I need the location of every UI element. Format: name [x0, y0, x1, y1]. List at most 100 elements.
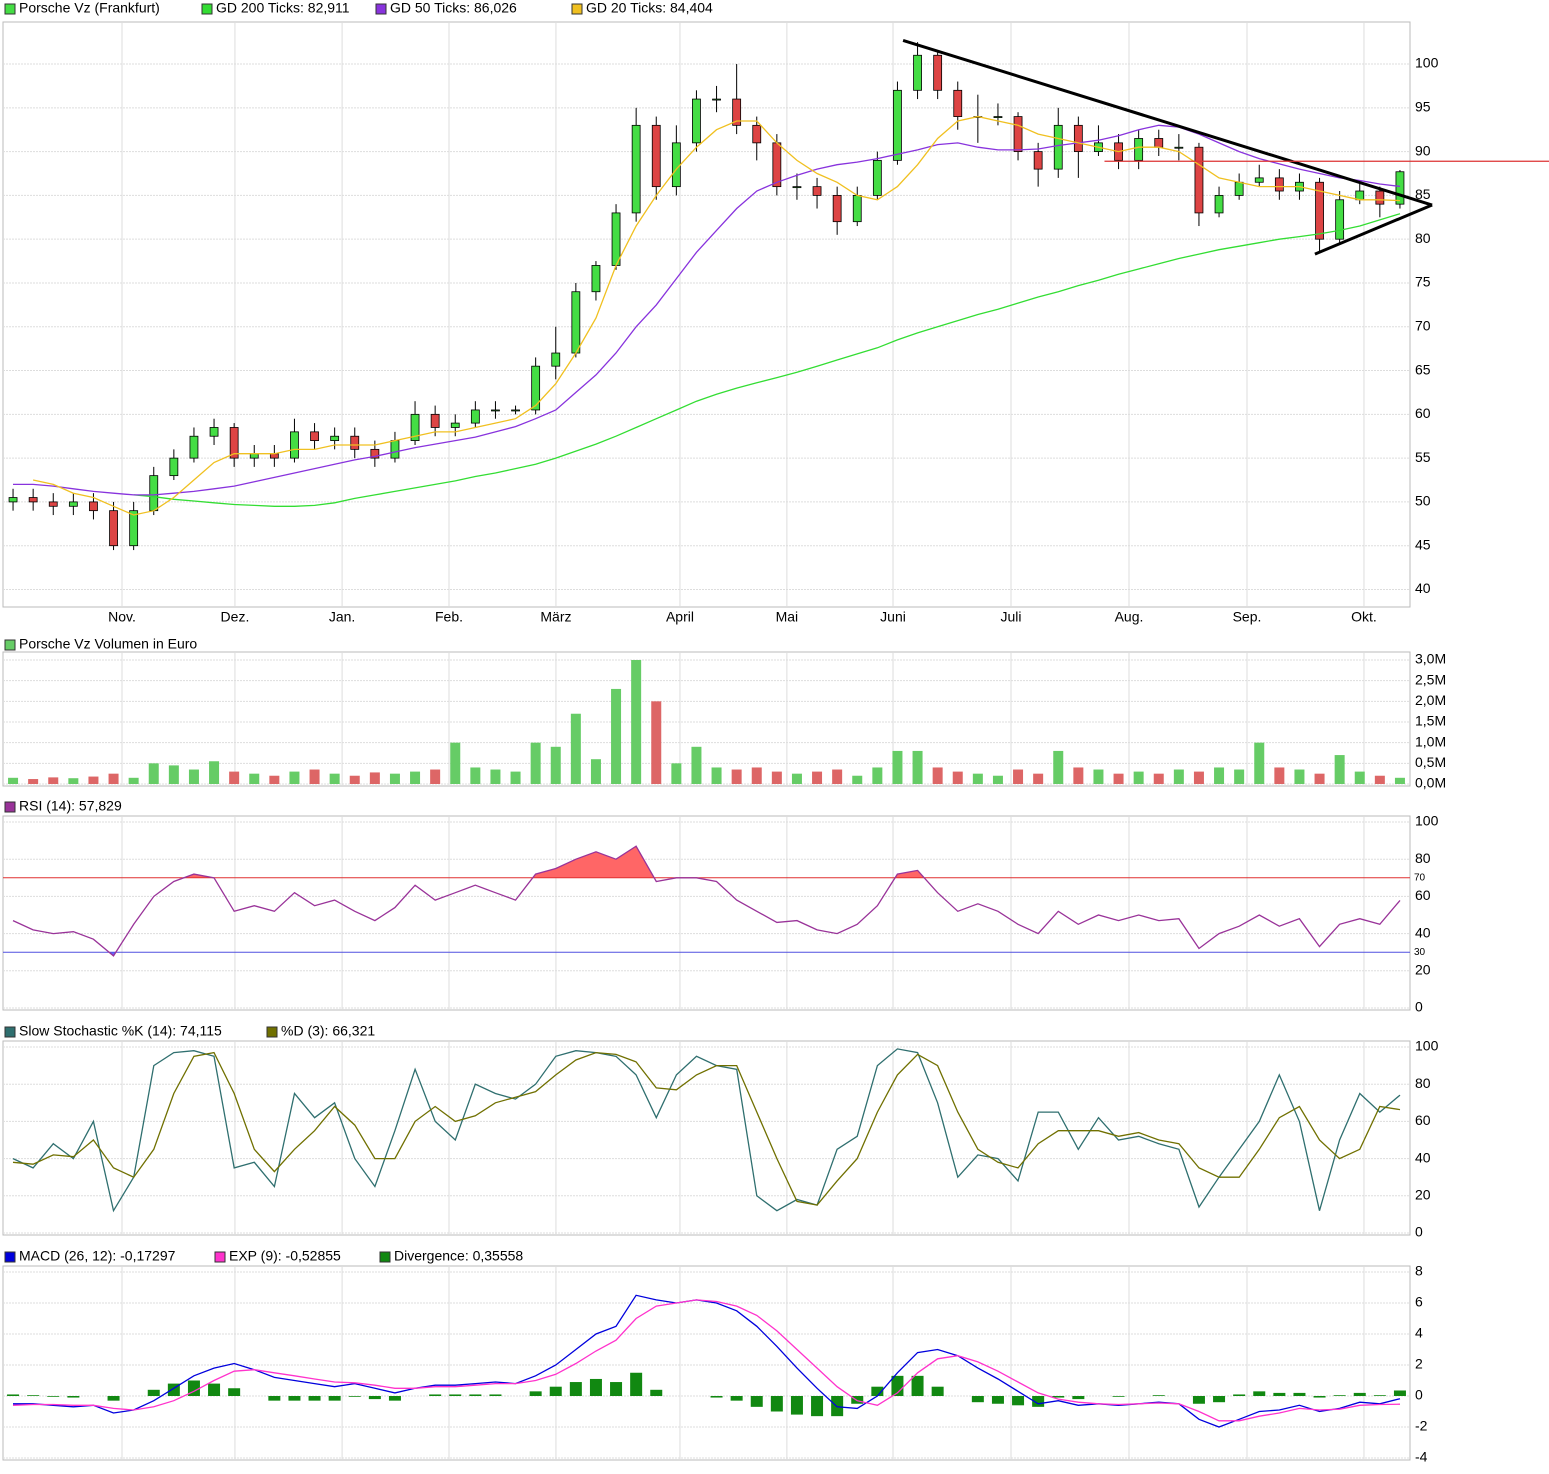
candle-body	[1375, 190, 1385, 205]
bar	[1394, 777, 1405, 784]
bar	[1254, 742, 1265, 784]
y-tick-label: 90	[1415, 142, 1431, 158]
candle-body	[953, 89, 963, 117]
series-line	[13, 124, 1401, 496]
bar	[108, 773, 119, 784]
plot-area	[3, 816, 1410, 1010]
legend-swatch	[4, 3, 16, 15]
y-tick-label: 60	[1415, 1112, 1431, 1128]
bar	[449, 1394, 462, 1396]
legend-swatch	[571, 3, 583, 15]
legend-label: Slow Stochastic %K (14): 74,115	[19, 1023, 222, 1039]
bar	[1113, 773, 1124, 784]
bar	[790, 1396, 803, 1415]
bar	[711, 767, 722, 784]
bar	[128, 777, 139, 784]
y-tick-label: 20	[1415, 1187, 1431, 1203]
bar	[912, 750, 923, 784]
bar	[368, 1396, 381, 1400]
candle-body	[290, 431, 299, 459]
legend-swatch	[4, 1026, 16, 1038]
candle-body	[1254, 177, 1264, 183]
candle-body	[410, 413, 420, 442]
candle-body	[470, 409, 480, 424]
plot-area	[3, 1266, 1410, 1460]
legend-swatch	[379, 1251, 391, 1263]
x-tick-label: Aug.	[1115, 609, 1144, 625]
bar	[7, 1394, 20, 1396]
candle-body	[249, 453, 259, 459]
bar	[791, 773, 802, 784]
candle-body	[712, 98, 721, 101]
bar	[691, 746, 702, 784]
candle-body	[48, 501, 58, 507]
bar	[610, 1382, 623, 1396]
y-tick-label: 65	[1415, 361, 1431, 377]
bar	[1334, 755, 1345, 784]
bar	[228, 1388, 241, 1396]
bar	[329, 773, 340, 784]
y-tick-label: 2,5M	[1415, 671, 1446, 687]
candle-body	[531, 365, 541, 411]
candle-body	[269, 453, 279, 459]
bar	[107, 1396, 120, 1401]
series-line	[12, 1051, 1401, 1206]
candle-body	[611, 212, 621, 266]
bar	[48, 777, 59, 784]
bar	[27, 1395, 40, 1396]
candle-body	[591, 265, 601, 293]
x-tick-label: Sep.	[1233, 609, 1262, 625]
bar	[1233, 1394, 1246, 1396]
bar	[1032, 1396, 1045, 1407]
y-tick-label: 55	[1415, 449, 1431, 465]
bar	[1152, 1395, 1165, 1396]
bar	[1234, 769, 1245, 784]
y-tick-label: 0	[1415, 999, 1423, 1015]
series-line	[12, 1299, 1401, 1422]
y-tick-label: 2,0M	[1415, 692, 1446, 708]
bar	[389, 773, 400, 784]
series-line	[12, 1048, 1401, 1213]
candle-body	[651, 124, 661, 188]
bar	[1013, 769, 1024, 784]
bar	[529, 1391, 542, 1396]
series-line	[12, 845, 1401, 957]
panel-frame	[2, 1040, 1411, 1236]
y-tick-label: 100	[1415, 55, 1439, 71]
y-tick-label: 100	[1415, 813, 1439, 829]
bar	[971, 1396, 984, 1403]
bar	[1133, 771, 1144, 784]
candle-body	[209, 427, 219, 437]
bar	[1274, 767, 1285, 784]
candle-body	[1355, 190, 1365, 201]
candle-body	[8, 497, 18, 503]
trendline	[902, 38, 1433, 207]
bar	[410, 771, 421, 784]
bar	[891, 1375, 904, 1396]
x-tick-label: März	[540, 609, 571, 625]
candle-body	[390, 440, 400, 459]
legend-label: MACD (26, 12): -0,17297	[19, 1248, 176, 1264]
y-tick-label: 4	[1415, 1325, 1423, 1341]
y-tick-label: 6	[1415, 1294, 1423, 1310]
bar	[992, 775, 1003, 784]
bar	[68, 778, 79, 784]
candle-body	[511, 409, 520, 412]
bar	[1333, 1395, 1346, 1396]
candle-body	[28, 497, 38, 503]
bar	[1374, 775, 1385, 784]
y-tick-label: -4	[1415, 1449, 1428, 1465]
bar	[892, 750, 903, 784]
bar	[590, 759, 601, 784]
candle-body	[350, 435, 360, 450]
bar	[1193, 771, 1204, 784]
candle-body	[129, 510, 139, 547]
bar	[470, 767, 481, 784]
bar	[851, 1396, 864, 1404]
bar	[631, 660, 642, 784]
bar	[671, 763, 682, 784]
candle-body	[450, 422, 460, 428]
candle-body	[893, 89, 902, 161]
plot-area	[3, 1041, 1410, 1235]
